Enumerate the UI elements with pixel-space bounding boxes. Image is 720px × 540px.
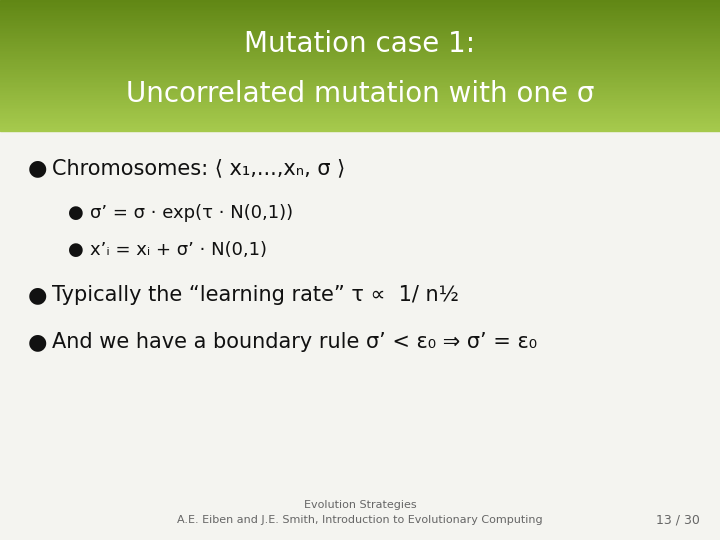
Text: 13 / 30: 13 / 30 [656,514,700,526]
Bar [0,57,720,59]
Bar [0,82,720,83]
Bar [0,6,720,8]
Bar [0,127,720,129]
Bar [0,48,720,49]
Bar [0,121,720,123]
Bar [0,36,720,38]
Bar [0,35,720,36]
Bar [0,60,720,62]
Text: ●: ● [28,285,48,305]
Text: Typically the “learning rate” τ ∝  1/ n½: Typically the “learning rate” τ ∝ 1/ n½ [52,285,459,305]
Bar [0,118,720,119]
Bar [0,69,720,70]
Bar [0,54,720,56]
Bar [0,39,720,41]
Bar [0,96,720,98]
Bar [0,0,720,2]
Bar [0,16,720,18]
Bar [0,21,720,23]
Text: ●: ● [68,204,84,222]
Bar [0,80,720,82]
Bar [0,41,720,43]
Bar [0,43,720,44]
Bar [0,52,720,54]
Bar [0,88,720,90]
Bar [0,67,720,69]
Bar [0,114,720,116]
Bar [0,100,720,102]
Bar [0,119,720,121]
Bar [0,8,720,10]
Bar [0,29,720,31]
Bar [0,110,720,111]
Bar [0,44,720,46]
Bar [0,18,720,19]
Bar [0,64,720,65]
Bar [0,10,720,11]
Bar [0,75,720,77]
Bar [0,73,720,75]
Bar [0,24,720,26]
Bar [0,116,720,118]
Bar [0,90,720,91]
Bar [0,123,720,124]
Bar [0,126,720,127]
Bar [0,83,720,85]
Bar [0,19,720,21]
Bar [0,129,720,131]
Bar [0,59,720,60]
Bar [0,28,720,29]
Bar [0,49,720,51]
Bar [0,113,720,114]
Text: ●: ● [28,158,48,178]
Text: ●: ● [28,332,48,352]
Bar [0,46,720,48]
Bar [0,85,720,86]
Bar [0,15,720,16]
Bar [0,77,720,78]
Bar [0,98,720,100]
Bar [0,26,720,28]
Bar [0,56,720,57]
Text: Mutation case 1:: Mutation case 1: [244,30,476,58]
Bar [0,102,720,103]
Bar [0,13,720,15]
Text: ●: ● [68,241,84,259]
Bar [0,111,720,113]
Bar [0,62,720,64]
Text: Uncorrelated mutation with one σ: Uncorrelated mutation with one σ [126,80,594,108]
Bar [0,78,720,80]
Bar [0,108,720,110]
Bar [0,11,720,13]
Bar [0,86,720,88]
Bar [0,105,720,106]
Bar [0,124,720,126]
Bar [0,5,720,6]
Bar [0,93,720,94]
Bar [0,31,720,32]
Text: σ’ = σ · exp(τ · N(0,1)): σ’ = σ · exp(τ · N(0,1)) [90,204,293,222]
Bar [0,72,720,73]
Text: Chromosomes: ⟨ x₁,...,xₙ, σ ⟩: Chromosomes: ⟨ x₁,...,xₙ, σ ⟩ [52,158,346,178]
Text: And we have a boundary rule σ’ < ε₀ ⇒ σ’ = ε₀: And we have a boundary rule σ’ < ε₀ ⇒ σ’… [52,332,537,352]
Bar [0,65,720,67]
Bar [0,103,720,105]
Bar [0,32,720,35]
Bar [0,51,720,52]
Bar [0,106,720,108]
Bar [0,38,720,39]
Bar [0,3,720,5]
Text: Evolution Strategies: Evolution Strategies [304,500,416,510]
Bar [0,94,720,96]
Bar [0,70,720,72]
Text: A.E. Eiben and J.E. Smith, Introduction to Evolutionary Computing: A.E. Eiben and J.E. Smith, Introduction … [177,515,543,525]
Text: x’ᵢ = xᵢ + σ’ · N(0,1): x’ᵢ = xᵢ + σ’ · N(0,1) [90,241,267,259]
Bar [0,23,720,24]
Bar [0,91,720,93]
Bar [0,2,720,3]
